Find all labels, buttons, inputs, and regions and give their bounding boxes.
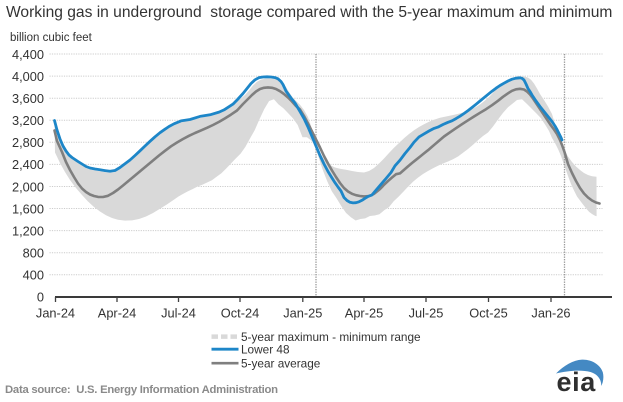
svg-text:Oct-25: Oct-25 bbox=[469, 306, 507, 321]
svg-text:4,000: 4,000 bbox=[12, 69, 44, 84]
svg-text:5-year maximum - minimum range: 5-year maximum - minimum range bbox=[241, 330, 421, 344]
svg-text:eia: eia bbox=[557, 367, 597, 397]
svg-text:400: 400 bbox=[23, 268, 44, 283]
svg-text:Oct-24: Oct-24 bbox=[221, 306, 259, 321]
svg-text:3,600: 3,600 bbox=[12, 91, 44, 106]
svg-text:Jul-25: Jul-25 bbox=[409, 306, 444, 321]
svg-text:Jan-25: Jan-25 bbox=[283, 306, 322, 321]
svg-text:4,400: 4,400 bbox=[12, 47, 44, 62]
svg-text:2,800: 2,800 bbox=[12, 135, 44, 150]
svg-text:Apr-25: Apr-25 bbox=[345, 306, 383, 321]
svg-text:Apr-24: Apr-24 bbox=[98, 306, 136, 321]
svg-text:1,200: 1,200 bbox=[12, 223, 44, 238]
svg-text:2,000: 2,000 bbox=[12, 179, 44, 194]
svg-text:Lower 48: Lower 48 bbox=[241, 342, 290, 356]
svg-text:Jan-24: Jan-24 bbox=[36, 306, 75, 321]
svg-text:800: 800 bbox=[23, 246, 44, 261]
svg-text:0: 0 bbox=[37, 290, 44, 305]
svg-text:5-year average: 5-year average bbox=[241, 356, 321, 370]
svg-text:1,600: 1,600 bbox=[12, 201, 44, 216]
svg-text:Jul-24: Jul-24 bbox=[161, 306, 196, 321]
svg-text:3,200: 3,200 bbox=[12, 113, 44, 128]
svg-text:Jan-26: Jan-26 bbox=[531, 306, 570, 321]
svg-text:2,400: 2,400 bbox=[12, 157, 44, 172]
